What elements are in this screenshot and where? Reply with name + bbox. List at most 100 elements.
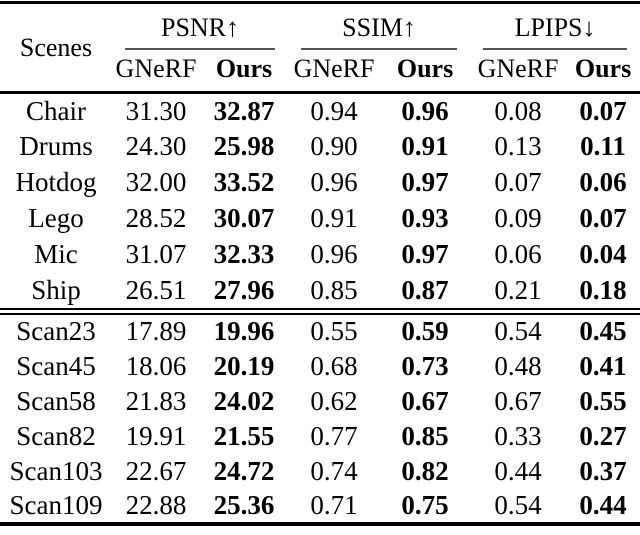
column-header-scenes: Scenes [0,2,112,94]
cell-ssim-gnerf: 0.71 [310,489,358,520]
subheader-lpips-ours: Ours [566,50,640,94]
cell-ssim-ours: 0.75 [401,489,449,520]
cell-lpips-gnerf: 0.33 [494,420,542,451]
cell-ssim-ours: 0.93 [401,203,449,233]
table-row: Chair 31.30 32.87 0.94 0.96 0.08 0.07 [0,93,640,129]
table-row: Hotdog 32.00 33.52 0.96 0.97 0.07 0.06 [0,165,640,201]
up-arrow-icon: ↑ [402,13,416,42]
table-row: Drums 24.30 25.98 0.90 0.91 0.13 0.11 [0,129,640,165]
cell-lpips-gnerf: 0.08 [494,95,542,126]
cell-lpips-ours: 0.11 [580,131,626,161]
cell-ssim-ours: 0.82 [401,455,449,486]
cell-scene: Ship [31,274,81,305]
cell-lpips-ours: 0.27 [579,420,627,451]
cell-psnr-ours: 24.02 [213,385,275,416]
cell-scene: Scan103 [9,455,103,486]
cell-lpips-gnerf: 0.54 [494,316,542,346]
cell-ssim-gnerf: 0.74 [310,455,358,486]
cell-lpips-ours: 0.41 [579,350,627,381]
cell-ssim-ours: 0.96 [401,95,449,126]
table-row: Scan82 19.91 21.55 0.77 0.85 0.33 0.27 [0,419,640,454]
cell-ssim-ours: 0.97 [401,239,449,269]
cell-psnr-gnerf: 21.83 [125,385,187,416]
cell-lpips-gnerf: 0.07 [494,167,542,197]
group-label-psnr: PSNR↑ [160,13,240,42]
cmidrule-psnr [125,48,276,50]
cell-lpips-gnerf: 0.54 [494,489,542,520]
cell-psnr-gnerf: 17.89 [125,316,187,346]
cell-psnr-ours: 33.52 [213,167,275,197]
cell-psnr-ours: 21.55 [213,420,275,451]
group-header-lpips: LPIPS↓ [470,3,640,50]
cell-ssim-ours: 0.85 [401,420,449,451]
cell-ssim-ours: 0.73 [401,350,449,381]
table-row: Scan45 18.06 20.19 0.68 0.73 0.48 0.41 [0,349,640,384]
group-label-ssim: SSIM↑ [342,13,416,42]
cell-psnr-gnerf: 31.07 [125,239,187,269]
subheader-lpips-gnerf: GNeRF [470,50,567,94]
cell-lpips-ours: 0.18 [579,274,627,305]
cell-scene: Mic [34,239,78,269]
cell-ssim-gnerf: 0.94 [310,95,358,126]
group-header-row: Scenes PSNR↑ SSIM↑ LPIPS↓ [0,2,640,94]
cell-psnr-gnerf: 26.51 [125,274,187,305]
cell-lpips-gnerf: 0.09 [494,203,542,233]
cell-lpips-gnerf: 0.13 [494,131,542,161]
cell-psnr-gnerf: 19.91 [125,420,187,451]
cell-ssim-gnerf: 0.90 [310,131,358,161]
table-row: Lego 28.52 30.07 0.91 0.93 0.09 0.07 [0,201,640,237]
cell-ssim-ours: 0.87 [401,274,449,305]
cell-psnr-ours: 25.98 [213,131,275,161]
cell-lpips-ours: 0.06 [579,167,627,197]
table-row: Scan103 22.67 24.72 0.74 0.82 0.44 0.37 [0,454,640,489]
cell-psnr-ours: 25.36 [213,489,275,520]
cell-ssim-ours: 0.59 [401,316,449,346]
cell-psnr-gnerf: 28.52 [125,203,187,233]
cell-ssim-gnerf: 0.55 [310,316,358,346]
section-scans: Scan23 17.89 19.96 0.55 0.59 0.54 0.45 S… [0,314,640,524]
cell-lpips-ours: 0.07 [579,95,627,126]
cell-lpips-ours: 0.45 [579,316,627,346]
cell-lpips-gnerf: 0.48 [494,350,542,381]
cell-psnr-ours: 32.33 [213,239,275,269]
table-header: Scenes PSNR↑ SSIM↑ LPIPS↓ GNeRF Ours [0,2,640,94]
down-arrow-icon: ↓ [582,13,596,42]
cell-scene: Scan58 [16,385,96,416]
table-row: Scan23 17.89 19.96 0.55 0.59 0.54 0.45 [0,314,640,349]
cell-scene: Hotdog [15,167,97,197]
cell-ssim-gnerf: 0.62 [310,385,358,416]
cell-ssim-gnerf: 0.96 [310,239,358,269]
cell-lpips-gnerf: 0.44 [494,455,542,486]
group-label-lpips: LPIPS↓ [514,13,596,42]
cell-scene: Scan82 [16,420,96,451]
cell-scene: Chair [26,95,86,126]
subheader-psnr-ours: Ours [200,50,289,94]
cell-ssim-gnerf: 0.77 [310,420,358,451]
group-header-ssim: SSIM↑ [288,3,470,50]
cmidrule-ssim [301,48,458,50]
cell-ssim-gnerf: 0.96 [310,167,358,197]
cell-psnr-ours: 30.07 [213,203,275,233]
table-row: Scan58 21.83 24.02 0.62 0.67 0.67 0.55 [0,384,640,419]
cell-lpips-ours: 0.04 [579,239,627,269]
cell-psnr-ours: 32.87 [213,95,275,126]
cell-psnr-ours: 24.72 [213,455,275,486]
cell-lpips-gnerf: 0.21 [494,274,542,305]
double-rule [0,307,640,315]
cell-psnr-ours: 19.96 [213,316,275,346]
cell-ssim-ours: 0.97 [401,167,449,197]
cell-lpips-gnerf: 0.06 [494,239,542,269]
cell-psnr-gnerf: 24.30 [125,131,187,161]
cell-scene: Lego [28,203,84,233]
cell-psnr-ours: 27.96 [213,274,275,305]
cell-lpips-ours: 0.44 [579,489,627,520]
cell-ssim-gnerf: 0.85 [310,274,358,305]
cell-scene: Scan45 [16,350,96,381]
cell-scene: Scan23 [16,316,96,346]
table-row: Mic 31.07 32.33 0.96 0.97 0.06 0.04 [0,237,640,273]
subheader-ssim-ours: Ours [380,50,471,94]
cell-lpips-gnerf: 0.67 [494,385,542,416]
subheader-psnr-gnerf: GNeRF [112,50,200,94]
